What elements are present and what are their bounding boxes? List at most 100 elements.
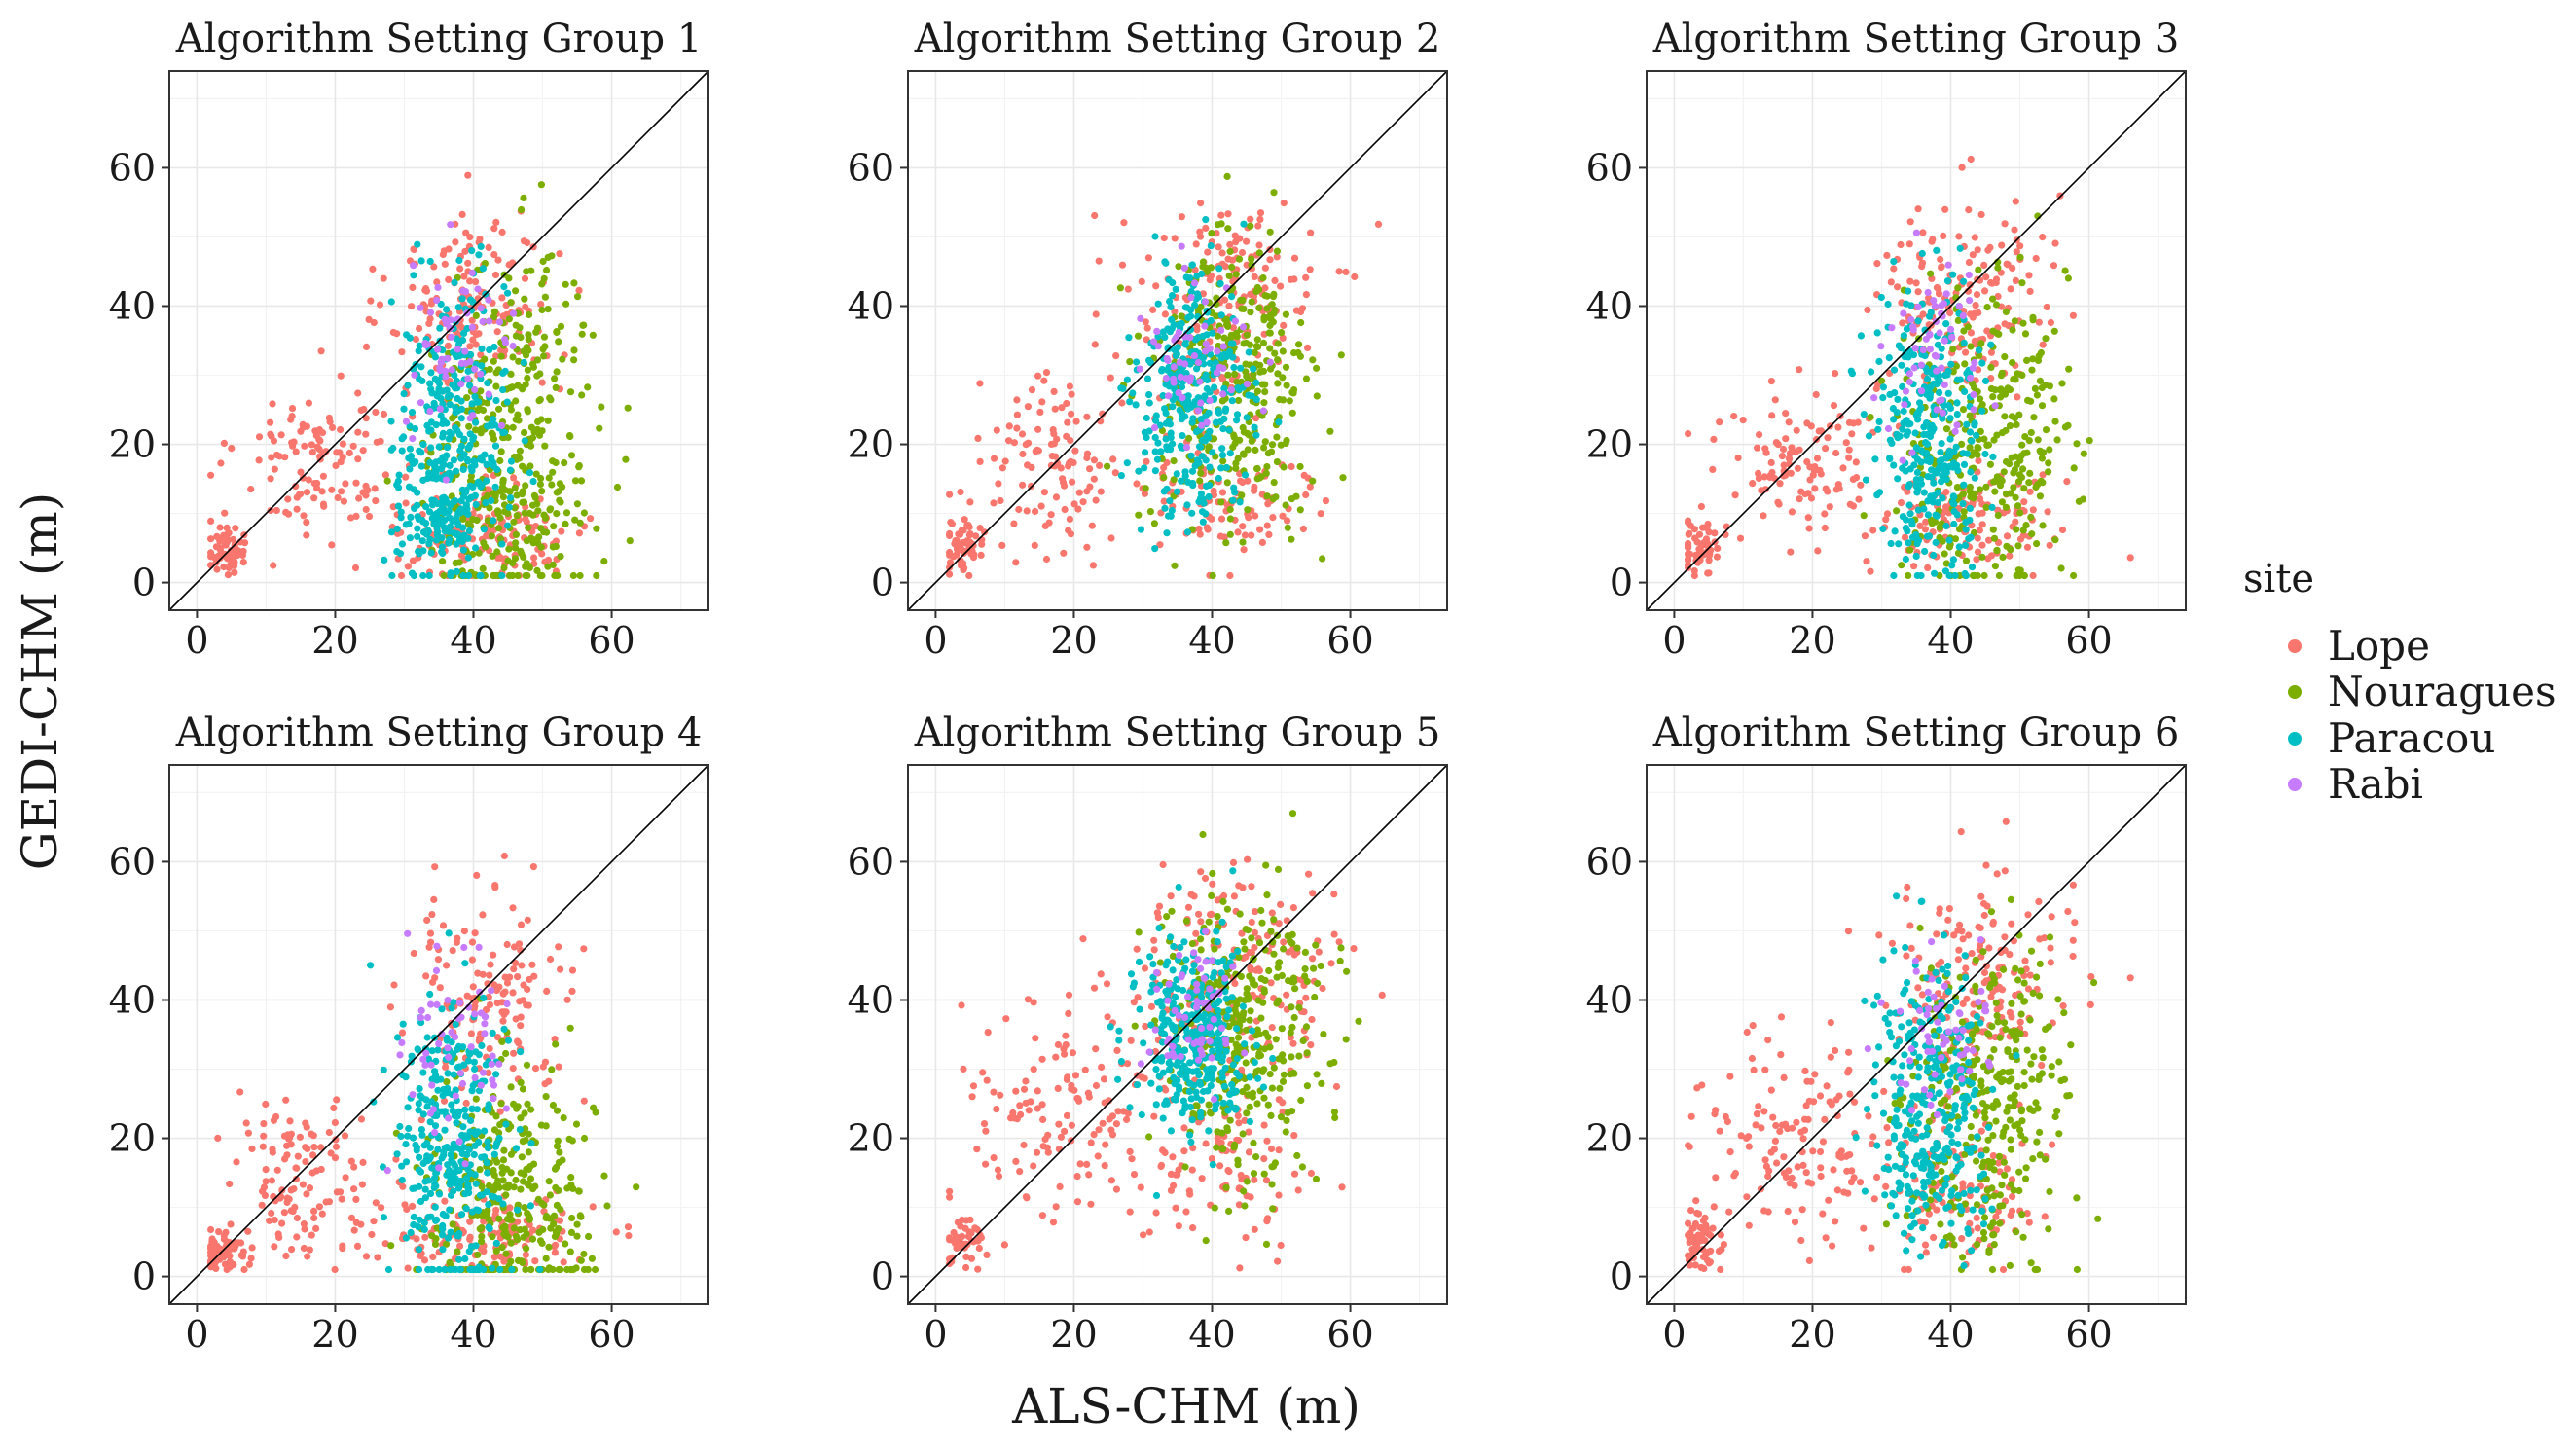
data-point (1151, 545, 1158, 552)
data-point (398, 572, 405, 579)
data-point (1977, 486, 1983, 492)
data-point (1989, 393, 1996, 400)
data-point (1848, 368, 1855, 375)
data-point (1810, 472, 1817, 479)
data-point (441, 507, 448, 514)
data-point (310, 1144, 317, 1150)
data-point (1162, 260, 1169, 267)
data-point (1927, 271, 1934, 277)
data-point (1297, 506, 1304, 513)
data-point (1092, 341, 1099, 347)
data-point (499, 479, 506, 486)
data-point (1146, 399, 1153, 406)
data-point (521, 429, 527, 436)
data-point (539, 1226, 546, 1233)
data-point (1946, 448, 1953, 455)
data-point (416, 448, 422, 455)
data-point (525, 917, 531, 924)
data-point (1761, 473, 1768, 480)
data-point (1972, 475, 1978, 482)
data-point (1916, 399, 1923, 406)
data-point (459, 287, 466, 294)
data-point (339, 1196, 345, 1203)
data-point (1934, 406, 1941, 413)
data-point (1256, 369, 1263, 376)
data-point (420, 528, 427, 535)
data-point (1949, 464, 1956, 471)
data-point (994, 427, 1000, 434)
data-point (1824, 488, 1831, 494)
data-point (485, 1145, 491, 1151)
data-point (479, 318, 486, 325)
data-point (555, 1187, 562, 1194)
data-point (445, 276, 452, 283)
data-point (413, 336, 419, 343)
data-point (972, 532, 979, 539)
data-point (1227, 531, 1234, 538)
data-point (1164, 355, 1171, 362)
data-point (1133, 401, 1140, 408)
data-point (1963, 527, 1970, 533)
data-point (509, 904, 516, 911)
data-point (445, 1054, 452, 1061)
data-point (490, 1193, 497, 1200)
data-point (269, 400, 275, 407)
data-point (1779, 453, 1786, 459)
data-point (384, 478, 391, 485)
data-point (1089, 523, 1096, 529)
data-point (338, 373, 345, 380)
data-point (1200, 519, 1207, 526)
data-point (419, 477, 426, 484)
data-point (1291, 255, 1298, 262)
data-point (426, 572, 433, 579)
data-point (328, 541, 335, 548)
data-point (1188, 262, 1195, 269)
data-point (1990, 437, 1997, 444)
data-point (1219, 489, 1226, 495)
data-point (499, 386, 506, 393)
data-point (978, 541, 985, 548)
data-point (475, 251, 482, 258)
data-point (1938, 302, 1944, 309)
data-point (1144, 376, 1151, 382)
data-point (1010, 521, 1017, 527)
scatter-points (207, 853, 639, 1273)
data-point (524, 406, 530, 413)
data-point (1177, 359, 1183, 366)
data-point (526, 1213, 532, 1219)
data-point (1240, 221, 1247, 228)
data-point (543, 267, 550, 273)
data-point (501, 1026, 508, 1033)
data-point (408, 303, 415, 309)
data-point (529, 502, 536, 509)
data-point (2003, 504, 2010, 511)
data-point (1215, 407, 1222, 414)
data-point (407, 534, 414, 541)
data-point (1962, 349, 1969, 356)
data-point (1051, 388, 1058, 395)
data-point (2016, 509, 2023, 516)
data-point (1042, 523, 1049, 529)
data-point (1239, 249, 1246, 256)
data-point (1125, 286, 1132, 293)
data-point (481, 1128, 488, 1135)
data-point (1149, 307, 1156, 313)
data-point (1773, 439, 1780, 446)
data-point (967, 550, 974, 557)
data-point (303, 519, 309, 526)
data-point (447, 221, 454, 228)
data-point (332, 1266, 339, 1273)
data-point (453, 1093, 459, 1100)
data-point (419, 441, 426, 448)
data-point (1011, 439, 1018, 446)
data-point (433, 1001, 440, 1008)
data-point (1223, 321, 1230, 328)
data-point (949, 521, 956, 527)
data-point (541, 1080, 548, 1087)
data-point (1267, 229, 1274, 236)
data-point (1202, 298, 1209, 305)
data-point (288, 1186, 295, 1193)
data-point (1014, 412, 1021, 418)
data-point (451, 1072, 457, 1078)
